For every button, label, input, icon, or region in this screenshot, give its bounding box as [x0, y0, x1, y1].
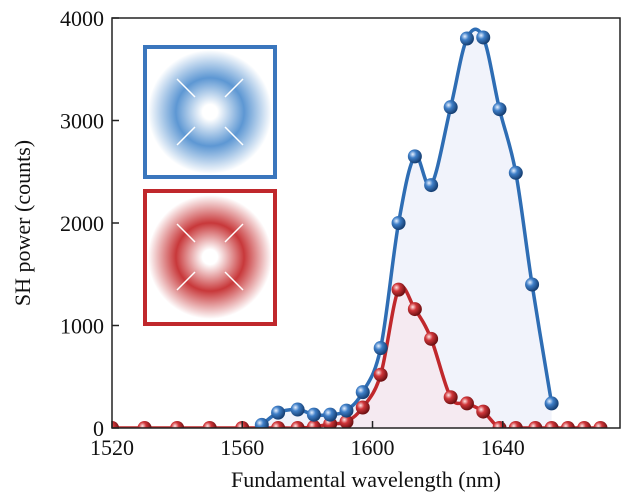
- point: [528, 421, 543, 428]
- line: [112, 285, 601, 428]
- point: [373, 367, 388, 382]
- point: [443, 100, 458, 115]
- point: [577, 421, 592, 428]
- point: [254, 417, 269, 428]
- point: [170, 421, 185, 428]
- area: [261, 29, 552, 428]
- y-tick-label: 4000: [60, 6, 104, 31]
- x-tick-label: 1520: [90, 435, 134, 460]
- point: [373, 341, 388, 356]
- point: [339, 414, 354, 428]
- x-tick-label: 1560: [220, 435, 264, 460]
- point: [459, 31, 474, 46]
- point: [508, 421, 523, 428]
- point: [323, 407, 338, 422]
- point: [391, 216, 406, 230]
- point: [525, 277, 540, 292]
- point: [544, 396, 559, 411]
- inset-red: [143, 189, 277, 326]
- y-axis-label: SH power (counts): [10, 140, 35, 306]
- y-tick-label: 1000: [60, 314, 104, 339]
- point: [443, 390, 458, 405]
- x-tick-label: 1640: [481, 435, 525, 460]
- y-tick-label: 3000: [60, 109, 104, 134]
- point: [391, 282, 406, 297]
- point: [290, 402, 305, 417]
- point: [339, 403, 354, 418]
- x-axis-label: Fundamental wavelength (nm): [231, 467, 501, 492]
- point: [306, 419, 321, 428]
- point: [112, 421, 119, 428]
- point: [407, 302, 422, 317]
- point: [544, 421, 559, 428]
- point: [424, 178, 439, 193]
- point: [459, 396, 474, 411]
- point: [355, 385, 370, 400]
- point: [271, 405, 286, 420]
- point: [476, 404, 491, 419]
- y-tick-label: 2000: [60, 211, 104, 236]
- point: [306, 407, 321, 422]
- point: [476, 30, 491, 45]
- point: [508, 165, 523, 180]
- point: [355, 400, 370, 415]
- point: [137, 421, 152, 428]
- point: [560, 421, 575, 428]
- point: [593, 421, 608, 428]
- point: [407, 149, 422, 164]
- inset-blue: [143, 45, 277, 179]
- point: [424, 331, 439, 346]
- y-tick-label: 0: [93, 416, 104, 441]
- plot-area: [112, 27, 608, 428]
- point: [290, 421, 305, 428]
- x-tick-label: 1600: [351, 435, 395, 460]
- point: [271, 421, 286, 428]
- point: [202, 421, 217, 428]
- point: [492, 102, 507, 117]
